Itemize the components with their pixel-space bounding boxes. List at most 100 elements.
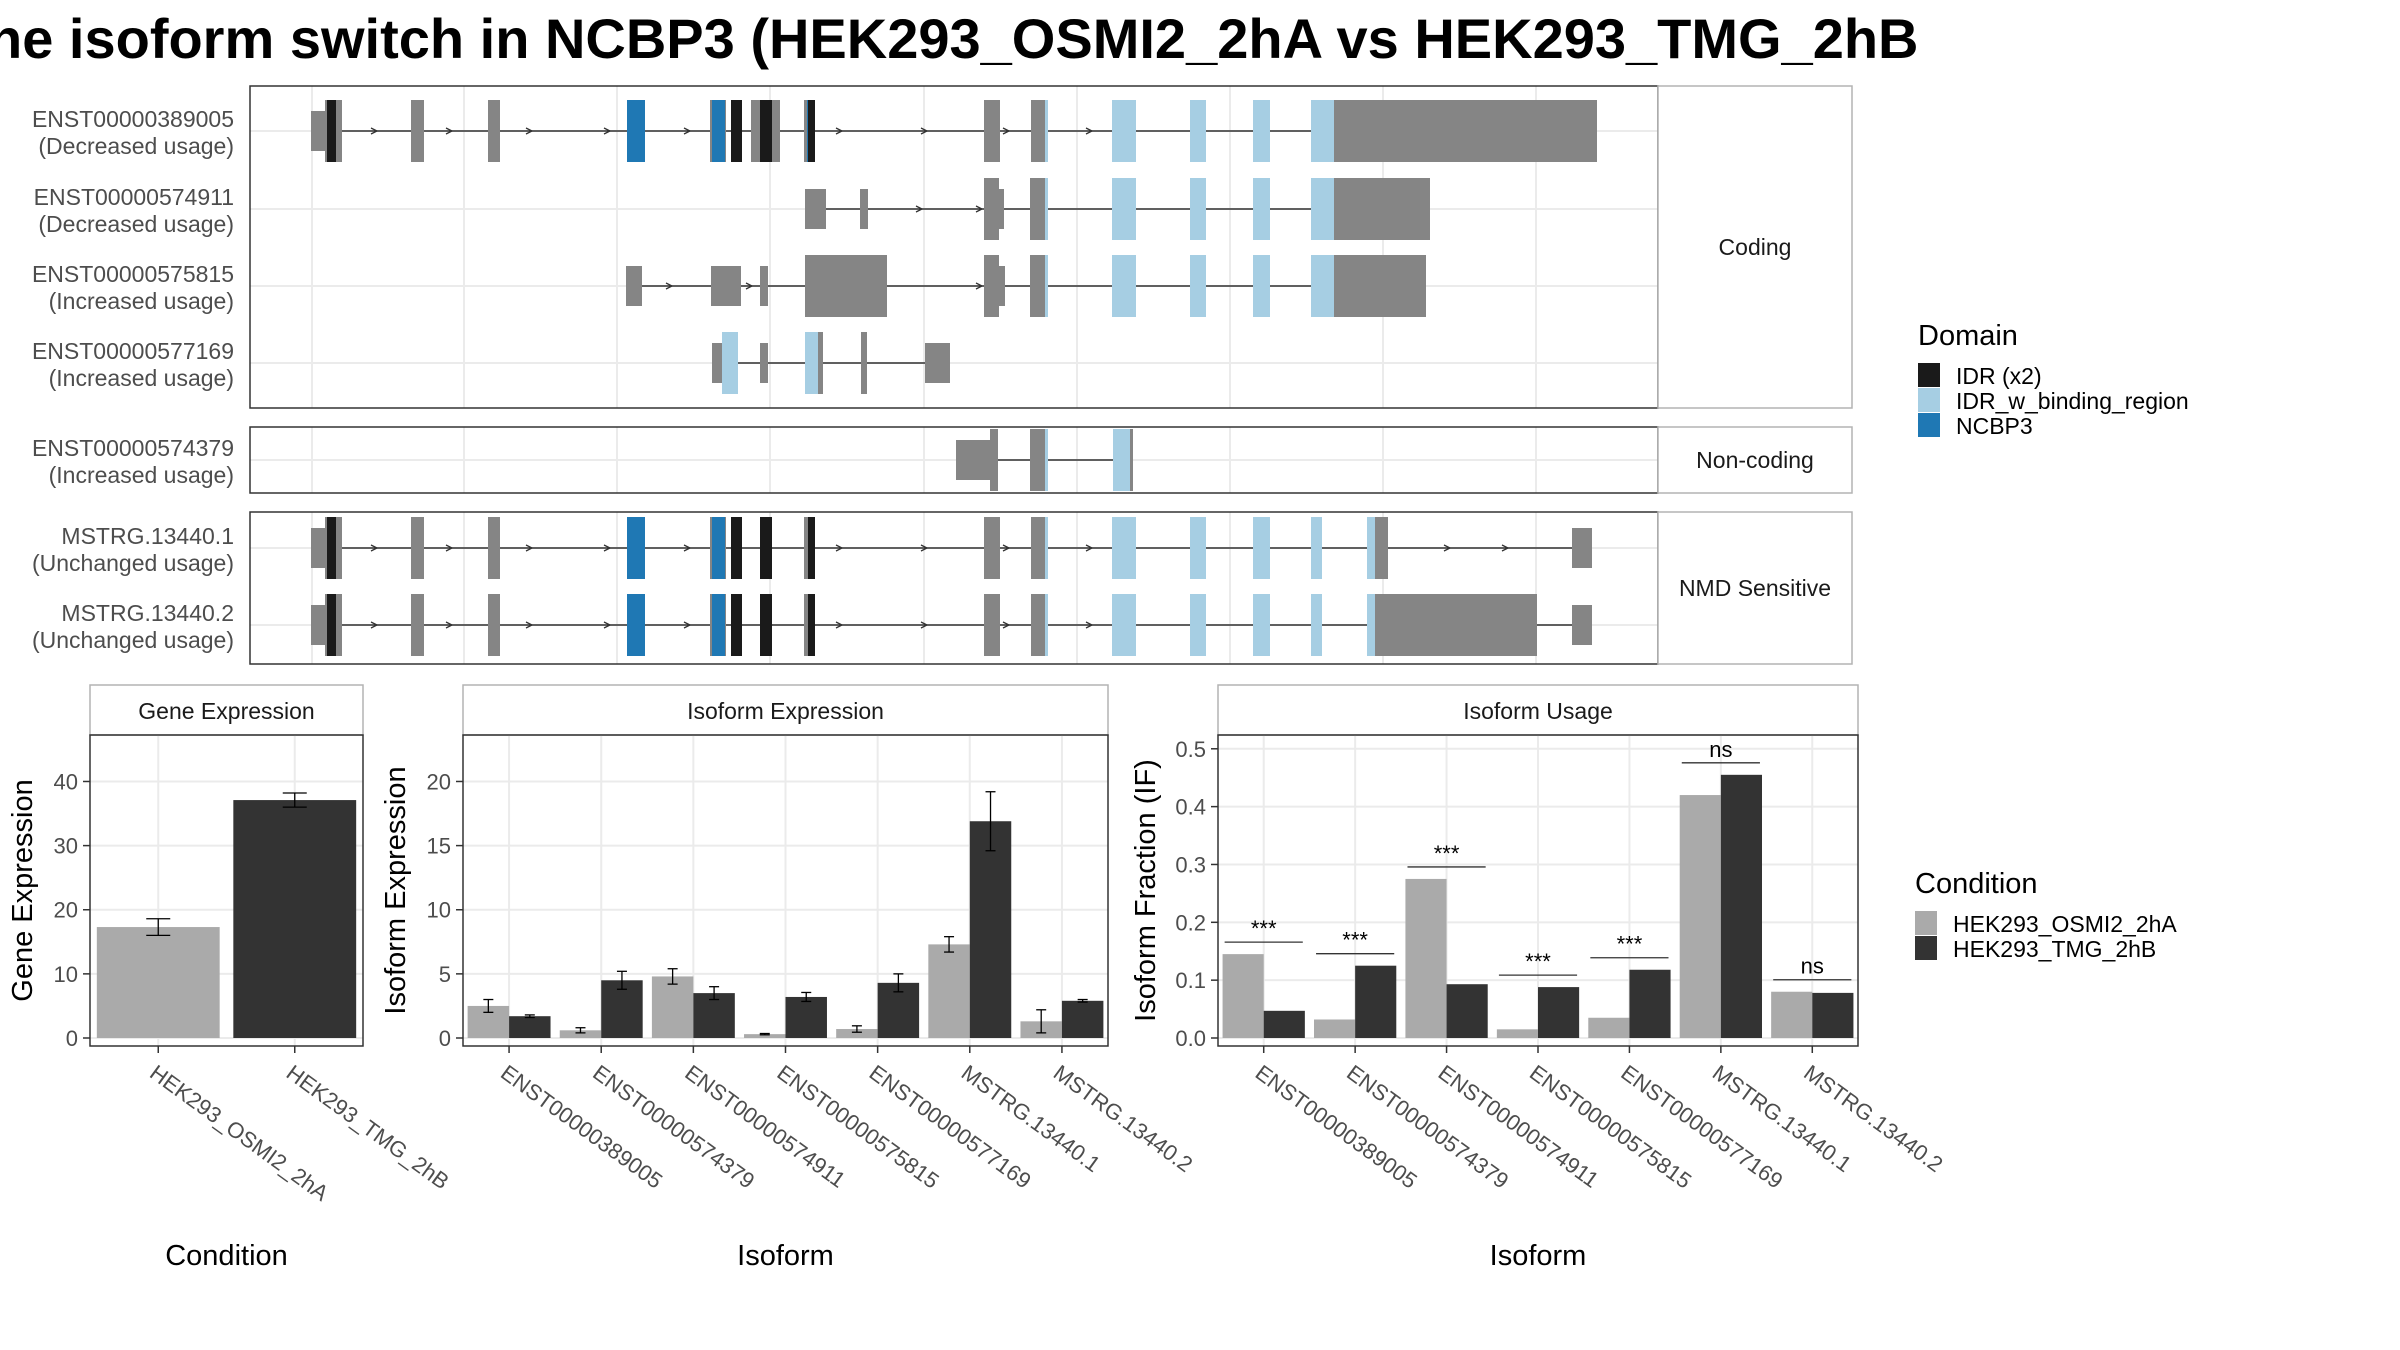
intron-arrow: [920, 127, 929, 135]
exon: [411, 517, 424, 579]
significance-label: ns: [1801, 954, 1824, 979]
y-tick-label: 10: [54, 962, 78, 987]
transcript-row: MSTRG.13440.1(Unchanged usage): [32, 517, 1592, 579]
isoform-usage-label: (Unchanged usage): [32, 550, 234, 576]
exon: [327, 100, 336, 162]
bar: [1263, 1010, 1305, 1038]
exon: [712, 343, 722, 383]
bar: [1446, 984, 1488, 1038]
exon: [731, 594, 742, 656]
exon: [925, 343, 950, 383]
exon: [984, 100, 1000, 162]
exon: [1190, 100, 1206, 162]
isoform-label: ENST00000575815: [32, 261, 234, 287]
intron-arrow: [1085, 127, 1094, 135]
intron-arrow: [920, 544, 929, 552]
significance-label: ***: [1342, 928, 1368, 953]
exon: [1030, 429, 1045, 491]
legend-label: NCBP3: [1956, 413, 2033, 439]
exon: [818, 332, 823, 394]
chart-isoform-expression: Isoform Expression 0 5 10 15 20 ENST0000038900…: [380, 684, 1197, 1272]
legend-label: IDR_w_binding_region: [1956, 388, 2189, 414]
exon: [805, 332, 818, 394]
structure-panel-nmd-sensitive: MSTRG.13440.1(Unchanged usage)MSTRG.1344…: [32, 511, 1853, 665]
significance-label: ***: [1434, 841, 1460, 866]
exon: [1045, 255, 1048, 317]
intron-arrow: [525, 621, 534, 629]
bar: [744, 1034, 786, 1038]
isoform-label: ENST00000574911: [34, 184, 234, 210]
exon: [984, 517, 1000, 579]
exon: [1253, 178, 1270, 240]
y-tick-label: 0.5: [1175, 737, 1206, 762]
significance-label: ***: [1251, 916, 1277, 941]
bar: [1314, 1019, 1356, 1038]
exon: [999, 266, 1005, 306]
y-tick-label: 0.4: [1175, 795, 1206, 820]
intron-arrow: [1501, 544, 1510, 552]
y-axis-title: Isoform Fraction (IF): [1130, 759, 1162, 1022]
exon: [1113, 100, 1116, 162]
intron-arrow: [683, 621, 692, 629]
y-axis-title: Gene Expression: [7, 779, 39, 1001]
facet-strip-label: Coding: [1719, 234, 1792, 260]
y-tick-label: 5: [439, 962, 451, 987]
x-tick-label: ENST00000574911: [1434, 1060, 1604, 1193]
y-tick-label: 0.3: [1175, 852, 1206, 877]
isoform-usage-label: (Decreased usage): [38, 133, 234, 159]
exon: [1367, 594, 1375, 656]
facet-strip: [89, 684, 364, 736]
exon: [1338, 255, 1426, 317]
bar: [1629, 969, 1671, 1038]
facet-strip-label: Isoform Usage: [1463, 698, 1613, 724]
transcript-structure-panels: ENST00000389005(Decreased usage)ENST0000…: [32, 85, 1853, 665]
exon: [311, 528, 325, 568]
exon: [1253, 100, 1270, 162]
bar: [693, 993, 735, 1038]
bar: [1720, 774, 1762, 1038]
exon: [1112, 255, 1136, 317]
bar: [1771, 991, 1813, 1038]
exon: [731, 100, 742, 162]
chart-isoform-usage: Isoform Usage 0.0 0.1 0.2 0.3 0.4 0.5 *** *** ***…: [1130, 684, 1948, 1272]
transcript-row: ENST00000577169(Increased usage): [32, 332, 950, 394]
isoform-label: ENST00000574379: [32, 435, 234, 461]
exon: [990, 429, 998, 491]
intron-arrow: [525, 127, 534, 135]
legend-label: HEK293_OSMI2_2hA: [1953, 911, 2177, 937]
y-tick-label: 15: [427, 834, 451, 859]
expression-bar-charts: Gene Expression010203040HEK293_OSMI2_2hA…: [7, 684, 1948, 1272]
exon: [1031, 594, 1045, 656]
x-tick-label: ENST00000389005: [496, 1060, 667, 1194]
x-tick-label: ENST00000577169: [1616, 1060, 1787, 1194]
facet-strip: [1657, 85, 1853, 409]
y-tick-label: 0.1: [1175, 968, 1206, 993]
intron-arrow: [683, 544, 692, 552]
intron-arrow: [835, 127, 844, 135]
exon: [488, 100, 500, 162]
exon: [760, 517, 772, 579]
bar: [509, 1016, 551, 1038]
exon: [805, 189, 826, 229]
bar: [1061, 1000, 1104, 1038]
legend-swatch: [1918, 363, 1940, 387]
exon: [1112, 517, 1136, 579]
exon: [984, 178, 999, 240]
bar: [785, 996, 827, 1038]
exon: [1375, 594, 1537, 656]
exon: [1572, 605, 1592, 645]
exon: [1375, 517, 1388, 579]
bar: [969, 821, 1012, 1038]
transcript-row: ENST00000574379(Increased usage): [32, 429, 1133, 491]
exon: [1253, 255, 1270, 317]
bar: [1538, 987, 1580, 1038]
exon: [1112, 594, 1136, 656]
intron-arrow: [1085, 621, 1094, 629]
facet-strip: [1657, 511, 1853, 665]
significance-label: ***: [1617, 932, 1643, 957]
exon: [1045, 429, 1048, 491]
isoform-usage-label: (Increased usage): [49, 462, 234, 488]
exon: [1045, 100, 1048, 162]
intron-arrow: [915, 205, 924, 213]
